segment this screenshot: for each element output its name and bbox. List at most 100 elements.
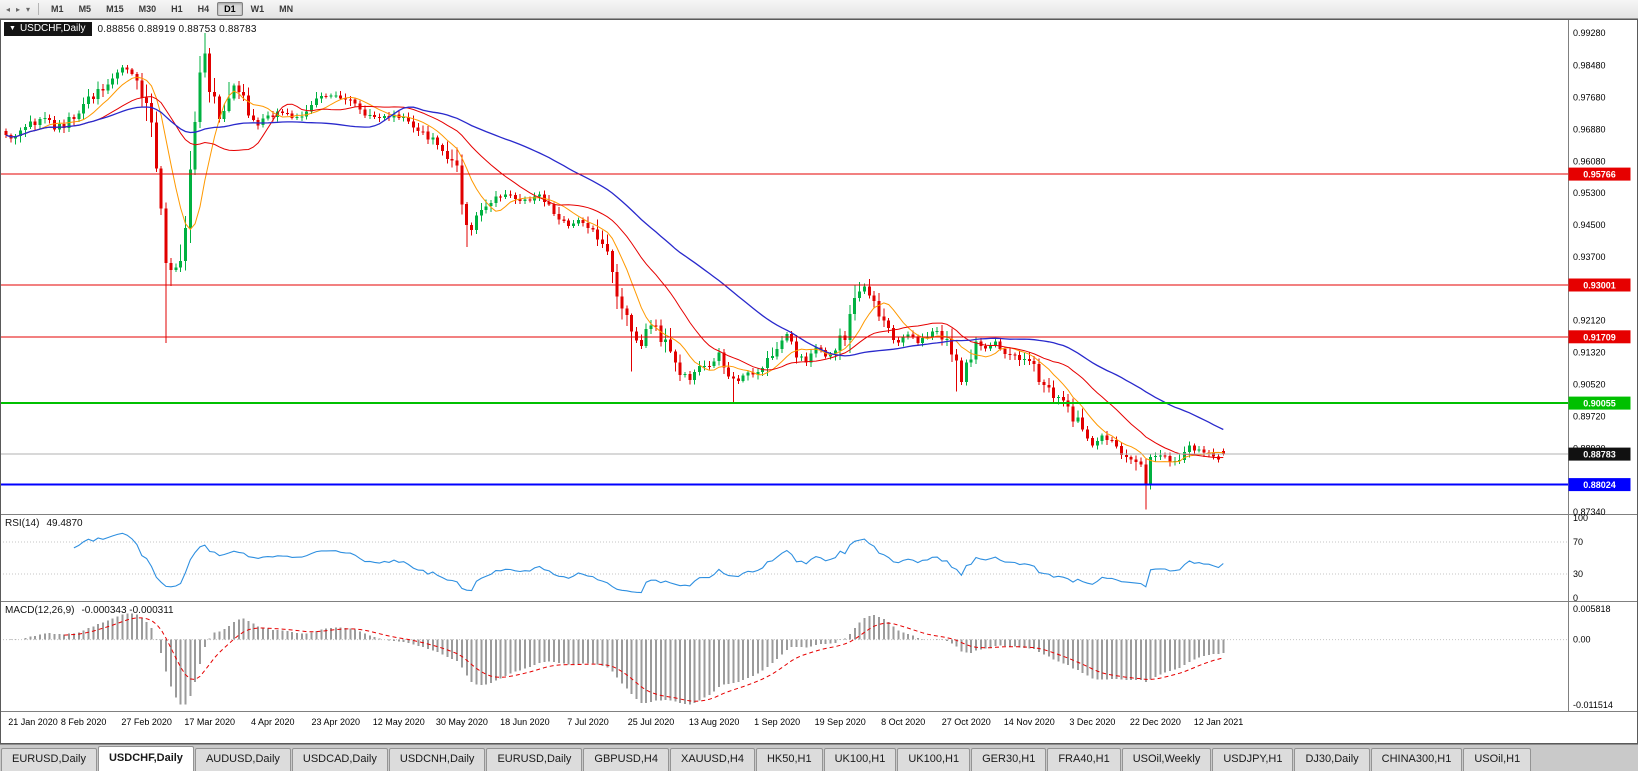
chart-back-icon[interactable]: ◂ bbox=[6, 4, 11, 14]
svg-text:27 Feb 2020: 27 Feb 2020 bbox=[121, 717, 172, 727]
rsi-axis: 100 70 30 0 bbox=[1573, 513, 1588, 603]
price-badge-0.93001: 0.93001 bbox=[1568, 278, 1631, 292]
chart-tab-6-gbpusd-h4[interactable]: GBPUSD,H4 bbox=[583, 748, 669, 771]
chart-forward-icon[interactable]: ▸ bbox=[16, 4, 21, 14]
timeframe-button-h1[interactable]: H1 bbox=[171, 4, 183, 14]
top-toolbar: ◂ ▸ ▾ M1 M5 M15 M30 H1 H4 D1 W1 MN bbox=[0, 0, 1638, 19]
svg-text:0.93001: 0.93001 bbox=[1583, 281, 1616, 291]
svg-text:0.89720: 0.89720 bbox=[1573, 412, 1606, 422]
svg-text:12 Jan 2021: 12 Jan 2021 bbox=[1194, 717, 1244, 727]
svg-text:30 May 2020: 30 May 2020 bbox=[436, 717, 488, 727]
svg-text:0.99280: 0.99280 bbox=[1573, 28, 1606, 38]
svg-text:30: 30 bbox=[1573, 569, 1583, 579]
svg-text:0.88024: 0.88024 bbox=[1583, 480, 1616, 490]
svg-text:8 Feb 2020: 8 Feb 2020 bbox=[61, 717, 107, 727]
svg-text:0.90520: 0.90520 bbox=[1573, 380, 1606, 390]
svg-text:0.91709: 0.91709 bbox=[1583, 332, 1616, 342]
svg-text:0.97680: 0.97680 bbox=[1573, 92, 1606, 102]
svg-text:22 Dec 2020: 22 Dec 2020 bbox=[1130, 717, 1181, 727]
chart-tab-10-uk100-h1[interactable]: UK100,H1 bbox=[897, 748, 971, 771]
timeframe-button-m30[interactable]: M30 bbox=[138, 4, 157, 14]
svg-text:8 Oct 2020: 8 Oct 2020 bbox=[881, 717, 925, 727]
chart-tab-13-usoil-weekly[interactable]: USOil,Weekly bbox=[1121, 748, 1212, 771]
chart-tab-3-usdcad-daily[interactable]: USDCAD,Daily bbox=[291, 748, 388, 771]
svg-text:100: 100 bbox=[1573, 513, 1588, 523]
svg-text:70: 70 bbox=[1573, 537, 1583, 547]
chart-tab-0-eurusd-daily[interactable]: EURUSD,Daily bbox=[1, 748, 97, 771]
toolbar-icons: ◂ ▸ ▾ bbox=[3, 1, 33, 18]
svg-text:23 Apr 2020: 23 Apr 2020 bbox=[312, 717, 361, 727]
svg-text:14 Nov 2020: 14 Nov 2020 bbox=[1004, 717, 1055, 727]
svg-text:0: 0 bbox=[1573, 593, 1578, 603]
price-badge-0.95766: 0.95766 bbox=[1568, 167, 1631, 181]
svg-text:0.95766: 0.95766 bbox=[1583, 170, 1616, 180]
timeframe-button-d1[interactable]: D1 bbox=[217, 2, 243, 16]
svg-text:0.95300: 0.95300 bbox=[1573, 188, 1606, 198]
chart-list-dropdown-icon[interactable]: ▾ bbox=[26, 4, 31, 14]
price-badge-0.90055: 0.90055 bbox=[1568, 396, 1631, 410]
chart-tab-14-usdjpy-h1[interactable]: USDJPY,H1 bbox=[1212, 748, 1294, 771]
svg-text:4 Apr 2020: 4 Apr 2020 bbox=[251, 717, 295, 727]
timeframe-group: M1 M5 M15 M30 H1 H4 D1 W1 MN bbox=[44, 2, 301, 16]
chart-tab-1-usdchf-daily[interactable]: USDCHF,Daily bbox=[97, 746, 194, 771]
svg-text:0.96080: 0.96080 bbox=[1573, 157, 1606, 167]
svg-text:0.90055: 0.90055 bbox=[1583, 399, 1616, 409]
chart-tab-2-audusd-daily[interactable]: AUDUSD,Daily bbox=[194, 748, 291, 771]
rsi-line bbox=[73, 532, 1224, 594]
chart-canvas[interactable]: 0.99280 0.98480 0.97680 0.96880 0.96080 0.953… bbox=[0, 19, 1638, 744]
collapse-icon: ▼ bbox=[9, 25, 16, 32]
svg-text:0.92120: 0.92120 bbox=[1573, 315, 1606, 325]
chart-tab-5-eurusd-daily[interactable]: EURUSD,Daily bbox=[486, 748, 583, 771]
ohlc-values: 0.88856 0.88919 0.88753 0.88783 bbox=[97, 23, 257, 35]
rsi-value: 49.4870 bbox=[46, 518, 83, 529]
svg-text:21 Jan 2020: 21 Jan 2020 bbox=[8, 717, 58, 727]
macd-indicator-label: MACD(12,26,9) -0.000343 -0.000311 bbox=[5, 605, 174, 616]
svg-text:-0.011514: -0.011514 bbox=[1573, 700, 1613, 710]
symbol-period-label: USDCHF,Daily bbox=[19, 23, 86, 34]
chart-tab-9-uk100-h1[interactable]: UK100,H1 bbox=[823, 748, 897, 771]
macd-name: MACD(12,26,9) bbox=[5, 605, 75, 616]
timeframe-button-h4[interactable]: H4 bbox=[197, 4, 210, 14]
chart-tab-7-xauusd-h4[interactable]: XAUUSD,H4 bbox=[669, 748, 755, 771]
price-badge-0.91709: 0.91709 bbox=[1568, 330, 1631, 344]
svg-text:0.00: 0.00 bbox=[1573, 635, 1591, 645]
macd-signal-line bbox=[64, 617, 1224, 702]
svg-text:12 May 2020: 12 May 2020 bbox=[373, 717, 425, 727]
svg-text:0.93700: 0.93700 bbox=[1573, 252, 1606, 262]
svg-text:3 Dec 2020: 3 Dec 2020 bbox=[1069, 717, 1115, 727]
ma-slow-line bbox=[5, 106, 1224, 431]
symbol-tag[interactable]: ▼ USDCHF,Daily bbox=[4, 22, 92, 36]
date-axis: 21 Jan 2020 8 Feb 2020 27 Feb 2020 17 Mar 2… bbox=[8, 717, 1243, 727]
timeframe-button-m15[interactable]: M15 bbox=[106, 4, 124, 14]
svg-text:0.91320: 0.91320 bbox=[1573, 347, 1606, 357]
rsi-name: RSI(14) bbox=[5, 518, 40, 529]
chart-tab-17-usoil-h1[interactable]: USOil,H1 bbox=[1463, 748, 1532, 771]
svg-text:17 Mar 2020: 17 Mar 2020 bbox=[184, 717, 235, 727]
chart-tab-11-ger30-h1[interactable]: GER30,H1 bbox=[971, 748, 1047, 771]
chart-tab-12-fra40-h1[interactable]: FRA40,H1 bbox=[1047, 748, 1121, 771]
ma-medium-line bbox=[5, 96, 1224, 459]
timeframe-button-m5[interactable]: M5 bbox=[78, 4, 92, 14]
timeframe-button-m1[interactable]: M1 bbox=[51, 4, 64, 14]
svg-text:0.94500: 0.94500 bbox=[1573, 220, 1606, 230]
timeframe-button-w1[interactable]: W1 bbox=[250, 4, 265, 14]
chart-tab-bar: EURUSD,Daily USDCHF,Daily AUDUSD,Daily USDC… bbox=[0, 744, 1638, 771]
svg-text:0.87340: 0.87340 bbox=[1573, 507, 1606, 517]
macd-values: -0.000343 -0.000311 bbox=[81, 605, 174, 616]
svg-text:18 Jun 2020: 18 Jun 2020 bbox=[500, 717, 550, 727]
chart-tab-15-dj30-daily[interactable]: DJ30,Daily bbox=[1294, 748, 1370, 771]
rsi-indicator-label: RSI(14) 49.4870 bbox=[5, 518, 83, 529]
svg-text:1 Sep 2020: 1 Sep 2020 bbox=[754, 717, 800, 727]
chart-tab-4-usdcnh-daily[interactable]: USDCNH,Daily bbox=[388, 748, 486, 771]
ma-fast-line bbox=[5, 76, 1224, 463]
price-badge-0.88024: 0.88024 bbox=[1568, 478, 1631, 492]
svg-text:25 Jul 2020: 25 Jul 2020 bbox=[628, 717, 675, 727]
svg-text:0.98480: 0.98480 bbox=[1573, 60, 1606, 70]
chart-tab-8-hk50-h1[interactable]: HK50,H1 bbox=[755, 748, 823, 771]
timeframe-button-mn[interactable]: MN bbox=[279, 4, 294, 14]
svg-text:13 Aug 2020: 13 Aug 2020 bbox=[689, 717, 740, 727]
svg-text:0.96880: 0.96880 bbox=[1573, 125, 1606, 135]
toolbar-separator bbox=[38, 3, 40, 15]
chart-tab-16-china300-h1[interactable]: CHINA300,H1 bbox=[1370, 748, 1463, 771]
